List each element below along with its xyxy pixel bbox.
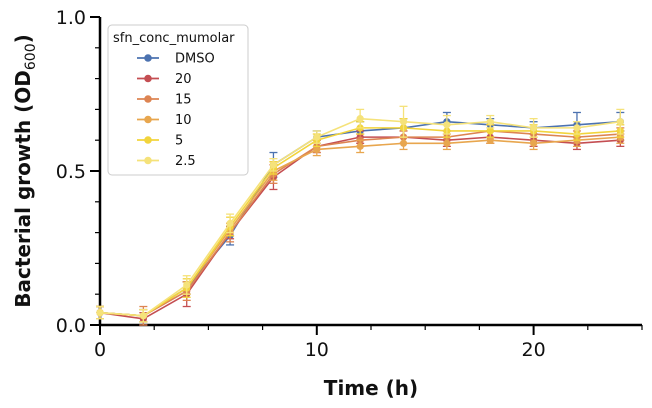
data-point — [356, 115, 364, 123]
y-axis-title: Bacterial growth (OD600) — [11, 34, 39, 308]
data-point — [530, 124, 538, 132]
legend-label: 2.5 — [175, 154, 196, 169]
legend-swatch-marker — [144, 74, 152, 83]
legend-label: DMSO — [175, 52, 215, 67]
data-point — [486, 136, 494, 144]
y-axis-title-main: Bacterial growth (OD — [11, 70, 35, 308]
data-point — [356, 142, 364, 150]
legend-label: 20 — [175, 72, 192, 87]
data-point — [96, 309, 104, 317]
data-point — [616, 118, 624, 126]
y-axis-title-subscript: 600 — [23, 43, 39, 70]
x-tick-label: 0 — [94, 339, 106, 361]
y-tick-label: 0.5 — [56, 161, 86, 183]
legend-swatch-marker — [144, 115, 152, 124]
legend-swatch-marker — [144, 136, 152, 144]
legend-label: 5 — [175, 134, 183, 149]
data-point — [486, 127, 494, 135]
data-point — [139, 312, 147, 320]
legend-label: 15 — [175, 93, 192, 108]
legend-frame — [107, 24, 249, 176]
data-point — [183, 281, 191, 289]
data-point — [443, 139, 451, 147]
y-tick-label: 0.0 — [56, 315, 86, 337]
data-point — [269, 161, 278, 169]
data-point — [443, 121, 451, 129]
axes: 0.0 0.5 1.0 0 10 20 — [56, 7, 643, 361]
data-layer — [96, 105, 625, 326]
legend-swatch-marker — [144, 156, 152, 165]
y-axis-title-end: ) — [11, 34, 35, 43]
legend-items: DMSO 20 15 10 5 2.5 — [137, 52, 215, 169]
data-point — [313, 133, 321, 141]
legend: sfn_conc_mumolar DMSO 20 15 10 5 2.5 — [107, 24, 249, 176]
series-group — [96, 105, 625, 323]
data-point — [226, 219, 234, 227]
data-point — [399, 118, 408, 126]
x-axis-title: Time (h) — [324, 376, 418, 400]
data-point — [313, 145, 321, 154]
x-tick-label: 20 — [522, 339, 546, 361]
data-point — [530, 139, 538, 147]
legend-label: 10 — [175, 113, 192, 128]
y-tick-label: 1.0 — [56, 7, 86, 29]
legend-swatch-marker — [144, 95, 152, 103]
data-point — [573, 124, 581, 132]
data-point — [399, 139, 408, 147]
legend-swatch-marker — [144, 54, 152, 62]
x-tick-label: 10 — [305, 339, 329, 361]
data-point — [486, 118, 494, 126]
legend-title: sfn_conc_mumolar — [113, 31, 235, 46]
